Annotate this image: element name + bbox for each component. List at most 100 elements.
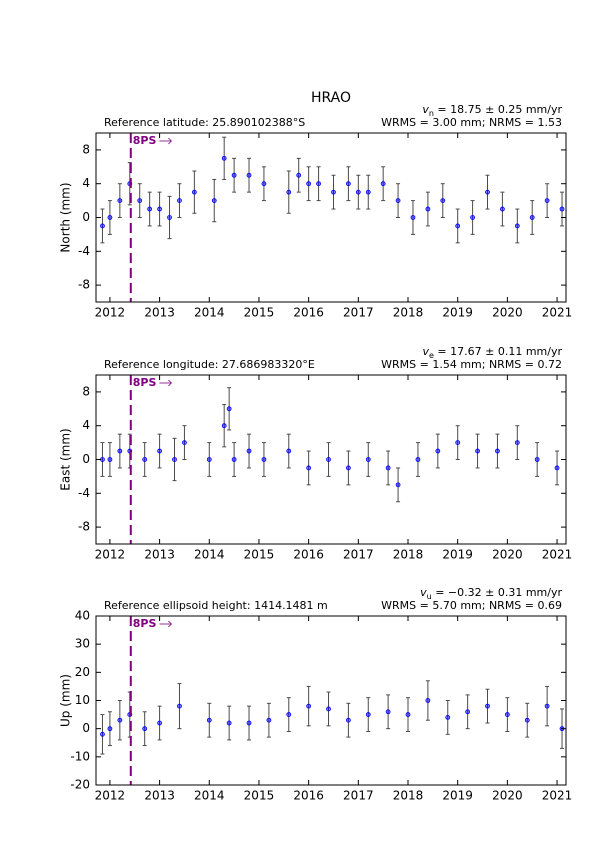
data-point [514, 223, 520, 229]
data-point [495, 448, 500, 454]
y-axis-label: East (mm) [59, 428, 73, 490]
reference-label: Reference longitude: 27.686983320°E [104, 358, 315, 371]
plot-area [100, 680, 565, 755]
data-point [326, 457, 331, 462]
rate-label: ve = 17.67 ± 0.11 mm/yr [422, 345, 562, 360]
x-tick-label: 2019 [442, 548, 473, 562]
axes-frame [95, 132, 567, 303]
data-point [231, 172, 237, 178]
rate-subscript: e [429, 351, 434, 360]
x-tick-label: 2012 [95, 548, 126, 562]
y-tick-label: 8 [82, 142, 90, 156]
x-tick-label: 2015 [244, 548, 275, 562]
event-label: 8PS [133, 617, 157, 630]
data-point [100, 731, 105, 737]
event-arrow-head [168, 137, 172, 145]
x-tick-label: 2020 [492, 789, 523, 803]
y-tick-label: 4 [82, 176, 90, 190]
plot-area [100, 387, 560, 503]
fit-label: WRMS = 5.70 mm; NRMS = 0.69 [381, 599, 562, 612]
data-point [167, 215, 172, 220]
x-tick-label: 2021 [542, 548, 573, 562]
data-point [191, 189, 197, 195]
data-point [107, 215, 113, 220]
data-point [147, 206, 153, 212]
x-tick-label: 2020 [492, 548, 523, 562]
data-point [485, 703, 490, 709]
x-tick-label: 2021 [542, 789, 573, 803]
y-tick-label: 40 [75, 609, 90, 623]
data-point [534, 457, 540, 462]
rate-text: = 17.67 ± 0.11 mm/yr [434, 345, 563, 358]
data-point [107, 726, 113, 732]
data-point [211, 198, 217, 204]
data-point [206, 457, 212, 462]
data-point [206, 717, 212, 723]
x-tick-label: 2018 [393, 548, 424, 562]
data-point [177, 198, 182, 204]
data-point [415, 457, 421, 462]
data-point [365, 712, 371, 717]
data-point [405, 712, 411, 717]
event-arrow-head [168, 379, 172, 387]
y-tick-label: 20 [75, 665, 90, 679]
y-tick-label: 0 [82, 721, 90, 735]
data-point [425, 206, 431, 212]
data-point [117, 198, 123, 204]
x-tick-label: 2014 [194, 548, 225, 562]
rate-symbol: v [422, 345, 429, 358]
data-point [296, 172, 302, 178]
data-point [246, 172, 252, 178]
event-arrow-head [168, 620, 172, 628]
data-point [100, 223, 105, 229]
data-point [345, 465, 351, 471]
data-point [504, 712, 510, 717]
data-point [177, 703, 182, 709]
data-point [266, 717, 272, 723]
y-tick-label: -10 [70, 749, 90, 763]
x-tick-label: 2014 [194, 306, 225, 320]
y-tick-label: -8 [78, 520, 90, 534]
data-point [316, 181, 321, 187]
x-tick-label: 2013 [144, 789, 175, 803]
data-point [385, 465, 391, 471]
rate-label: vu = −0.32 ± 0.31 mm/yr [420, 586, 562, 601]
x-tick-label: 2017 [343, 789, 374, 803]
y-tick-label: 30 [75, 637, 90, 651]
data-point [544, 198, 550, 204]
y-tick-label: 4 [82, 418, 90, 432]
data-point [455, 440, 461, 446]
event-label: 8PS [133, 134, 157, 147]
data-point [261, 181, 267, 187]
data-point [355, 189, 361, 195]
data-point [500, 206, 505, 212]
y-axis-label: Up (mm) [59, 674, 73, 727]
reference-label: Reference ellipsoid height: 1414.1481 m [104, 599, 328, 612]
data-point [395, 198, 401, 204]
fit-label: WRMS = 3.00 mm; NRMS = 1.53 [381, 116, 562, 129]
x-tick-label: 2020 [492, 306, 523, 320]
x-tick-label: 2013 [144, 306, 175, 320]
fit-label: WRMS = 1.54 mm; NRMS = 0.72 [381, 358, 562, 371]
data-point [410, 215, 416, 220]
data-point [231, 457, 237, 462]
rate-symbol: v [420, 586, 427, 599]
data-point [385, 709, 391, 715]
data-point [286, 712, 292, 717]
x-tick-label: 2016 [293, 789, 324, 803]
x-tick-label: 2014 [194, 789, 225, 803]
data-point [440, 198, 446, 204]
y-axis-label: North (mm) [59, 182, 73, 252]
data-point [221, 155, 227, 161]
x-tick-label: 2018 [393, 306, 424, 320]
y-tick-label: 0 [82, 452, 90, 466]
data-point [306, 181, 312, 187]
data-point [365, 457, 371, 462]
y-tick-label: -4 [78, 486, 90, 500]
x-tick-label: 2015 [244, 306, 275, 320]
data-point [226, 406, 232, 412]
chart-title: HRAO [311, 90, 351, 106]
data-point [365, 189, 371, 195]
